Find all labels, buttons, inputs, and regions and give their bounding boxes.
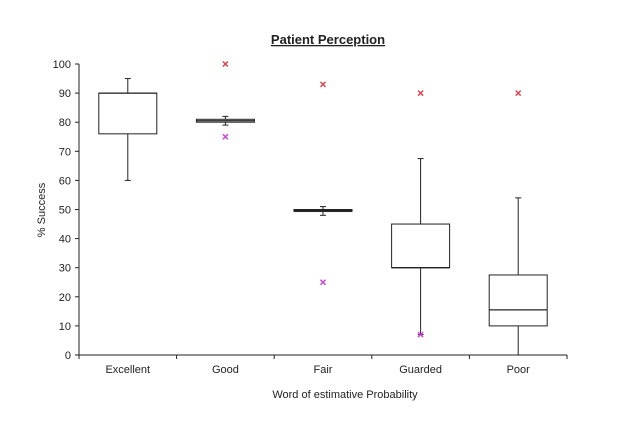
y-tick-label: 20 (59, 292, 71, 304)
x-tick-label: Guarded (399, 364, 442, 376)
box-iqr (488, 274, 548, 327)
y-tick-label: 100 (53, 59, 71, 71)
x-tick-label: Good (212, 364, 239, 376)
outlier-point (515, 90, 522, 97)
y-tick-label: 60 (59, 175, 71, 187)
chart-title: Patient Perception (271, 32, 385, 47)
box-iqr (98, 92, 158, 135)
outlier-point (319, 279, 327, 286)
y-tick-label: 90 (59, 88, 71, 100)
outlier-point (222, 60, 229, 68)
outlier-point (417, 331, 424, 338)
y-tick-label: 10 (59, 321, 71, 333)
x-tick-label: Excellent (105, 364, 150, 376)
y-tick-label: 30 (59, 263, 71, 275)
y-tick-label: 40 (59, 234, 71, 246)
outlier-point (319, 81, 327, 88)
x-axis-label: Word of estimative Probability (272, 389, 418, 401)
y-tick-label: 80 (59, 117, 71, 129)
x-tick-label: Poor (507, 364, 531, 376)
box-iqr (391, 223, 451, 269)
y-axis-label: % Success (36, 182, 48, 237)
outlier-point (222, 133, 229, 140)
x-tick-label: Fair (314, 364, 333, 376)
y-tick-label: 50 (59, 205, 71, 217)
y-tick-label: 0 (65, 350, 71, 362)
y-tick-label: 70 (59, 146, 71, 158)
outlier-point (417, 90, 424, 97)
